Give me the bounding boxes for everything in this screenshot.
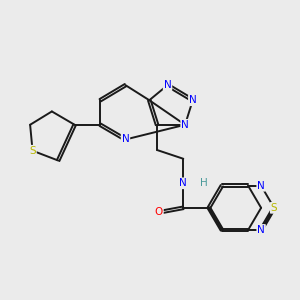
Text: H: H xyxy=(200,178,208,188)
Text: N: N xyxy=(179,178,187,188)
Text: O: O xyxy=(154,207,163,218)
Text: S: S xyxy=(271,203,278,213)
Text: H: H xyxy=(200,178,208,188)
Text: N: N xyxy=(257,181,265,191)
Text: N: N xyxy=(181,120,189,130)
Text: N: N xyxy=(164,80,171,90)
Text: S: S xyxy=(29,146,36,156)
Text: N: N xyxy=(122,134,129,145)
Text: N: N xyxy=(189,95,196,105)
Text: N: N xyxy=(257,225,265,235)
